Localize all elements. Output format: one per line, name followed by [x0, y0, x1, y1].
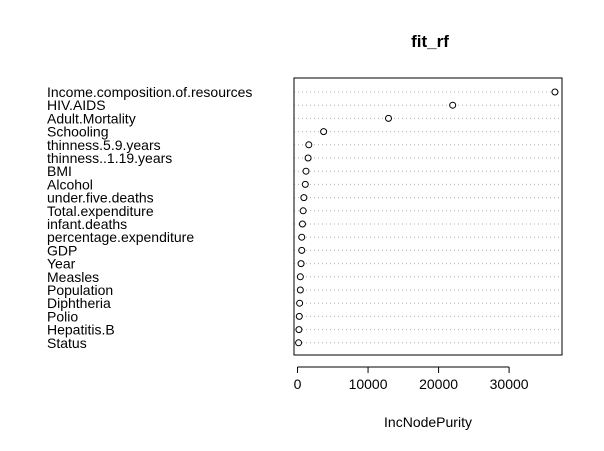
data-points [295, 88, 559, 347]
data-point [299, 207, 307, 215]
category-label: HIV.AIDS [47, 97, 106, 113]
data-point [297, 260, 305, 268]
x-tick-label: 10000 [349, 376, 388, 392]
category-label: Polio [47, 308, 78, 324]
category-label: infant.deaths [47, 216, 127, 232]
data-point [449, 101, 457, 109]
plot-frame [293, 77, 563, 356]
data-point [385, 114, 393, 122]
category-label: Total.expenditure [47, 203, 154, 219]
x-tick-label: 30000 [490, 376, 529, 392]
category-label: Adult.Mortality [47, 110, 136, 126]
category-label: under.five.deaths [47, 190, 154, 206]
category-label: Status [47, 335, 87, 351]
data-point [295, 312, 303, 320]
category-label: Alcohol [47, 176, 93, 192]
data-point [304, 154, 312, 162]
category-label: thinness..1.19.years [47, 150, 172, 166]
category-label: BMI [47, 163, 72, 179]
category-label: Measles [47, 269, 99, 285]
x-axis-title: IncNodePurity [384, 414, 472, 430]
category-label: GDP [47, 242, 77, 258]
data-point [295, 339, 303, 347]
data-point [298, 246, 306, 254]
data-point [320, 128, 328, 136]
chart-title: fit_rf [411, 32, 449, 51]
data-point [295, 326, 303, 334]
category-labels: Income.composition.of.resourcesHIV.AIDSA… [47, 84, 252, 351]
category-label: Population [47, 282, 113, 298]
category-label: percentage.expenditure [47, 229, 194, 245]
category-label: Year [47, 256, 76, 272]
data-point [301, 180, 309, 188]
category-label: Income.composition.of.resources [47, 84, 252, 100]
x-tick-label: 20000 [419, 376, 458, 392]
data-point [305, 141, 313, 149]
category-label: Diphtheria [47, 295, 111, 311]
gridlines [294, 91, 562, 344]
category-label: Hepatitis.B [47, 322, 115, 338]
x-axis: 0 10000 20000 30000 [294, 366, 529, 392]
category-label: Schooling [47, 124, 109, 140]
data-point [296, 273, 304, 281]
data-point [296, 286, 304, 294]
data-point [296, 299, 304, 307]
data-point [298, 220, 306, 228]
data-point [298, 233, 306, 241]
data-point [302, 167, 310, 175]
data-point [551, 88, 559, 96]
data-point [300, 194, 308, 202]
category-label: thinness.5.9.years [47, 137, 161, 153]
x-tick-label: 0 [294, 376, 302, 392]
